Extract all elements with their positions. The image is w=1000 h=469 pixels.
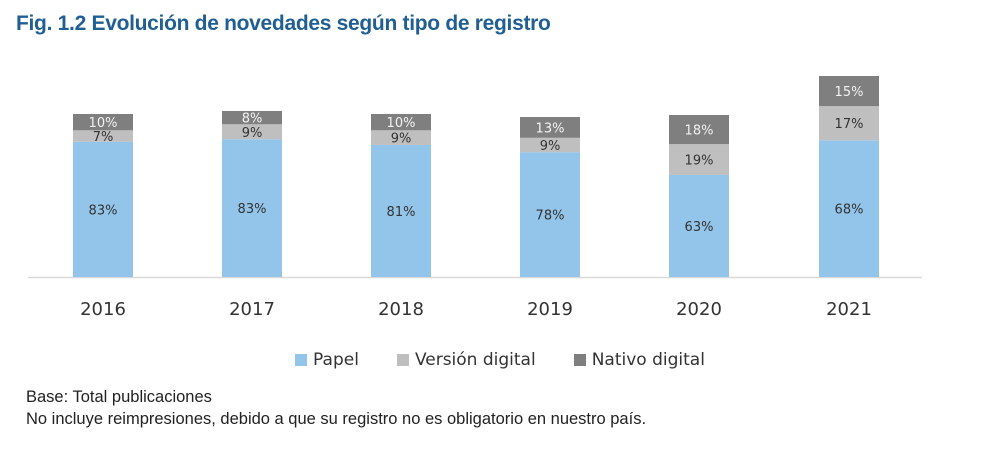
data-label: 10% (89, 116, 118, 131)
legend-label: Papel (313, 350, 359, 370)
bar-segment-version-digital-2018 (371, 130, 431, 145)
x-tick-label: 2020 (676, 299, 722, 320)
legend-item: Nativo digital (573, 350, 705, 370)
chart-title: Fig. 1.2 Evolución de novedades según ti… (16, 12, 551, 35)
bar-segment-papel-2018 (371, 144, 431, 277)
data-label: 19% (685, 154, 714, 169)
data-label: 9% (540, 139, 561, 154)
data-label: 68% (835, 203, 864, 218)
data-label: 18% (685, 124, 714, 139)
data-label: 7% (93, 130, 114, 145)
data-label: 83% (238, 202, 267, 217)
data-label: 83% (89, 203, 118, 218)
bar-segment-version-digital-2020 (669, 144, 729, 175)
x-tick-label: 2021 (826, 299, 872, 320)
x-tick-label: 2016 (80, 299, 126, 320)
bar-segment-version-digital-2019 (520, 137, 580, 153)
data-label: 9% (391, 132, 412, 147)
legend-swatch (573, 354, 586, 366)
bar-segment-papel-2016 (73, 141, 133, 277)
legend-item: Papel (295, 350, 359, 370)
x-tick-label: 2018 (378, 299, 424, 320)
bar-segment-version-digital-2017 (222, 124, 282, 140)
legend-label: Nativo digital (591, 350, 705, 370)
data-label: 13% (536, 121, 565, 136)
bar-segment-papel-2020 (669, 174, 729, 277)
bar-segment-papel-2021 (819, 140, 879, 277)
data-label: 17% (835, 117, 864, 132)
base-note: Base: Total publicaciones (26, 388, 212, 406)
bar-segment-nativo-digital-2017 (222, 111, 282, 125)
legend-item: Versión digital (396, 350, 536, 370)
disclaimer-note: No incluye reimpresiones, debido a que s… (26, 410, 647, 428)
data-label: 10% (387, 116, 416, 131)
data-label: 8% (242, 112, 263, 127)
bar-segment-papel-2019 (520, 152, 580, 277)
legend-swatch (295, 354, 308, 366)
legend-swatch (396, 354, 409, 366)
bar-segment-version-digital-2016 (73, 130, 133, 142)
bar-segment-nativo-digital-2016 (73, 114, 133, 131)
bar-segment-version-digital-2021 (819, 106, 879, 141)
data-label: 9% (242, 126, 263, 141)
data-label: 78% (536, 209, 565, 224)
bar-segment-nativo-digital-2021 (819, 76, 879, 107)
bar-segment-nativo-digital-2020 (669, 115, 729, 145)
bar-segment-nativo-digital-2019 (520, 117, 580, 138)
legend: Papel Versión digital Nativo digital (0, 350, 1000, 370)
x-tick-label: 2019 (527, 299, 573, 320)
bar-segment-papel-2017 (222, 139, 282, 277)
bar-segment-nativo-digital-2018 (371, 114, 431, 131)
x-tick-label: 2017 (229, 299, 275, 320)
data-label: 63% (685, 220, 714, 235)
data-label: 15% (835, 85, 864, 100)
legend-label: Versión digital (414, 350, 536, 370)
data-label: 81% (387, 205, 416, 220)
